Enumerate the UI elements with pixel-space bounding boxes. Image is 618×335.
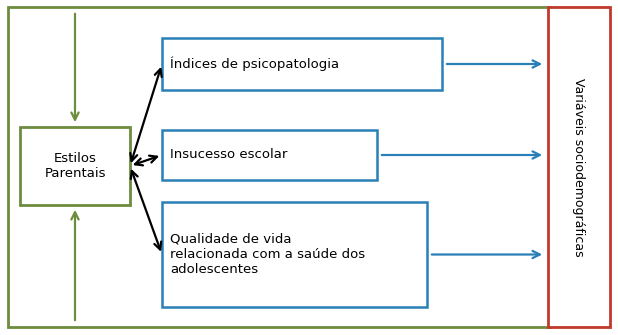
Bar bbox=[548, 7, 610, 327]
Text: Estilos
Parentais: Estilos Parentais bbox=[44, 152, 106, 180]
Text: Índices de psicopatologia: Índices de psicopatologia bbox=[170, 57, 339, 71]
Bar bbox=[162, 38, 442, 90]
Bar bbox=[162, 130, 377, 180]
Text: Qualidade de vida
relacionada com a saúde dos
adolescentes: Qualidade de vida relacionada com a saúd… bbox=[170, 233, 365, 276]
Bar bbox=[162, 202, 427, 307]
Bar bbox=[8, 7, 550, 327]
Text: Variáveis sociodemográficas: Variáveis sociodemográficas bbox=[572, 78, 585, 256]
Bar bbox=[20, 127, 130, 205]
Text: Insucesso escolar: Insucesso escolar bbox=[170, 148, 287, 161]
